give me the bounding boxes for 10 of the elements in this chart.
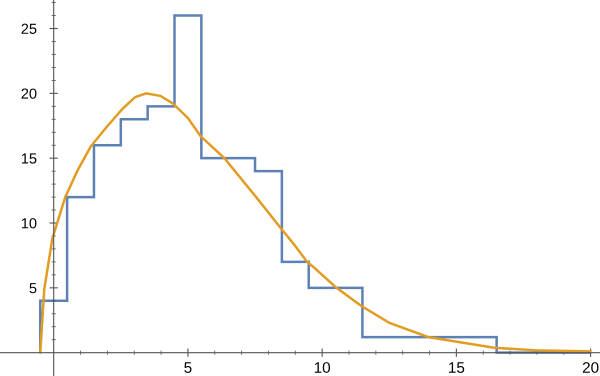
y-tick-label: 25 — [22, 24, 36, 34]
y-tick-label: 20 — [22, 88, 36, 99]
y-tick-label: 15 — [22, 153, 36, 164]
x-tick-label: 20 — [582, 362, 599, 373]
x-tick-label: 10 — [314, 362, 330, 373]
x-tick-label: 15 — [449, 362, 464, 373]
y-tick-label: 10 — [22, 218, 36, 228]
y-tick-label: 5 — [30, 283, 36, 294]
x-tick-label: 5 — [184, 362, 192, 373]
line-series — [39, 92, 592, 354]
